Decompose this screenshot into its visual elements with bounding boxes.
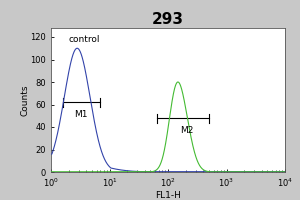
Text: M2: M2 [180, 126, 194, 135]
Title: 293: 293 [152, 12, 184, 27]
Y-axis label: Counts: Counts [20, 84, 29, 116]
Text: control: control [69, 34, 100, 44]
X-axis label: FL1-H: FL1-H [155, 191, 181, 200]
Text: M1: M1 [74, 110, 88, 119]
